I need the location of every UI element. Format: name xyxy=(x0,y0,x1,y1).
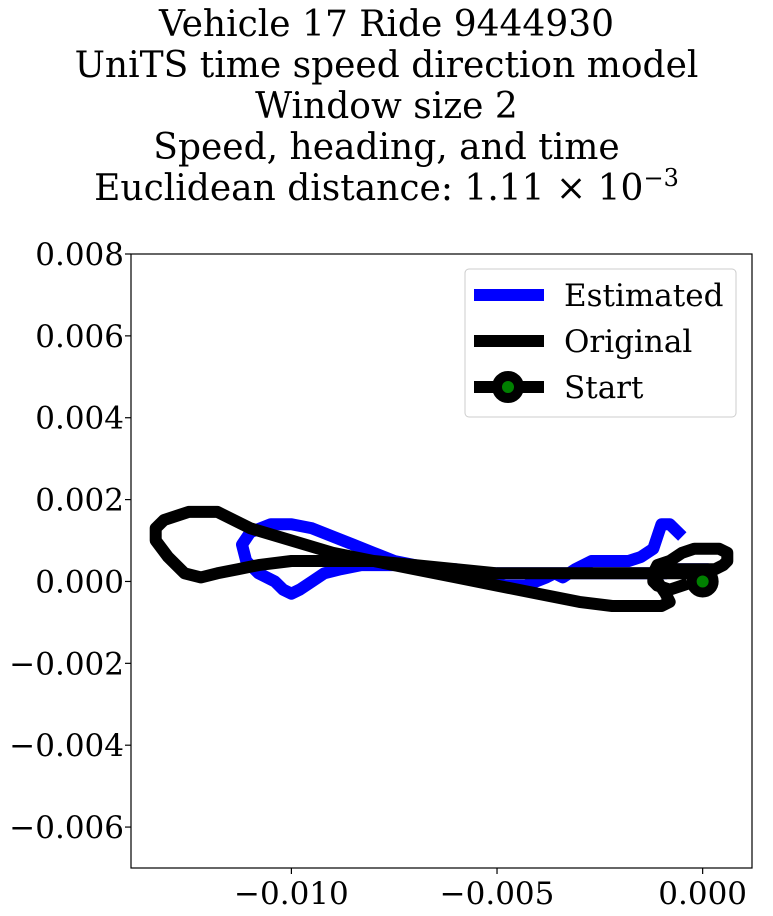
metric-base: 10 xyxy=(597,168,644,209)
y-tick-label: −0.002 xyxy=(9,646,124,682)
x-tick-label: −0.005 xyxy=(440,876,555,912)
legend-label-estimated: Estimated xyxy=(564,278,723,314)
legend-box xyxy=(464,268,737,418)
series-layer xyxy=(149,505,734,612)
title-line-window: Window size 2 xyxy=(255,86,518,127)
x-axis: −0.010 −0.005 0.000 xyxy=(234,868,747,912)
y-tick-label: 0.004 xyxy=(35,401,124,437)
title-line-vehicle: Vehicle 17 Ride 9444930 xyxy=(158,4,615,45)
y-tick-label: 0.006 xyxy=(35,319,124,355)
metric-exponent: −3 xyxy=(643,164,679,192)
y-tick-label: −0.004 xyxy=(9,728,124,764)
metric-prefix: Euclidean distance: 1.11 xyxy=(94,168,545,209)
y-tick-label: −0.006 xyxy=(9,810,124,846)
legend-label-original: Original xyxy=(564,324,692,360)
y-tick-label: 0.002 xyxy=(35,483,124,519)
x-tick-label: −0.010 xyxy=(234,876,349,912)
series-line-original xyxy=(149,505,734,612)
y-axis: 0.008 0.006 0.004 0.002 0.000 −0.002 −0.004 −0.… xyxy=(9,237,131,846)
metric-times: × xyxy=(556,168,587,209)
y-tick-label: 0.008 xyxy=(35,237,124,273)
chart-title: Vehicle 17 Ride 9444930 UniTS time speed… xyxy=(0,4,773,209)
legend-swatch-start-marker xyxy=(492,371,524,403)
title-line-features: Speed, heading, and time xyxy=(153,127,620,168)
x-tick-label: 0.000 xyxy=(658,876,747,912)
title-line-metric: Euclidean distance: 1.11 × 10−3 xyxy=(0,166,773,209)
start-marker xyxy=(686,565,719,598)
start-layer xyxy=(686,565,719,598)
title-line-model: UniTS time speed direction model xyxy=(74,45,699,86)
legend: Estimated Original Start xyxy=(464,268,737,418)
y-tick-label: 0.000 xyxy=(35,564,124,600)
legend-label-start: Start xyxy=(564,370,644,406)
